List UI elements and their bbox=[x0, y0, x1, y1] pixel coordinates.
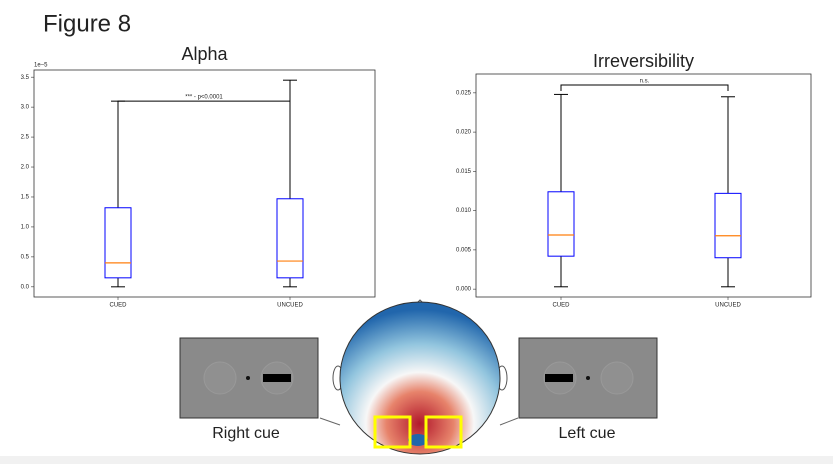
chart-title: Alpha bbox=[181, 44, 228, 64]
offset-label: 1e−5 bbox=[34, 63, 48, 69]
box bbox=[276, 198, 304, 279]
significance-bracket bbox=[117, 100, 291, 108]
axes-frame bbox=[475, 73, 812, 298]
y-tick-label: 0.000 bbox=[456, 287, 472, 293]
y-tick-label: 0.020 bbox=[456, 130, 472, 136]
y-tick-label: 2.5 bbox=[21, 135, 30, 141]
y-tick-label: 3.0 bbox=[21, 105, 30, 111]
x-tick-label: UNCUED bbox=[277, 303, 303, 309]
significance-bracket bbox=[560, 84, 729, 91]
x-tick-label: CUED bbox=[109, 303, 127, 309]
y-tick-label: 0.5 bbox=[21, 254, 30, 260]
y-tick-label: 0.010 bbox=[456, 208, 472, 214]
figure-title: Figure 8 bbox=[43, 10, 131, 37]
significance-label: n.s. bbox=[640, 79, 650, 85]
left-cue-image bbox=[518, 337, 658, 419]
y-tick-label: 0.015 bbox=[456, 169, 472, 175]
y-tick-label: 0.025 bbox=[456, 90, 472, 96]
y-tick-label: 2.0 bbox=[21, 165, 30, 171]
y-tick-label: 1.0 bbox=[21, 225, 30, 231]
bottom-bar bbox=[0, 456, 833, 464]
caption: Right cue bbox=[212, 425, 280, 442]
y-tick-label: 1.5 bbox=[21, 195, 30, 201]
x-tick-label: CUED bbox=[552, 303, 570, 309]
topomap bbox=[319, 299, 519, 455]
box bbox=[547, 191, 575, 257]
x-tick-label: UNCUED bbox=[715, 303, 741, 309]
y-tick-label: 0.0 bbox=[21, 284, 30, 290]
box bbox=[714, 192, 742, 259]
y-tick-label: 3.5 bbox=[21, 75, 30, 81]
axes-frame bbox=[33, 69, 376, 298]
box bbox=[104, 207, 132, 279]
caption: Left cue bbox=[559, 425, 616, 442]
chart-title: Irreversibility bbox=[593, 51, 694, 71]
right-cue-image bbox=[179, 337, 319, 419]
significance-label: *** - p<0.0001 bbox=[185, 95, 223, 101]
y-tick-label: 0.005 bbox=[456, 247, 472, 253]
